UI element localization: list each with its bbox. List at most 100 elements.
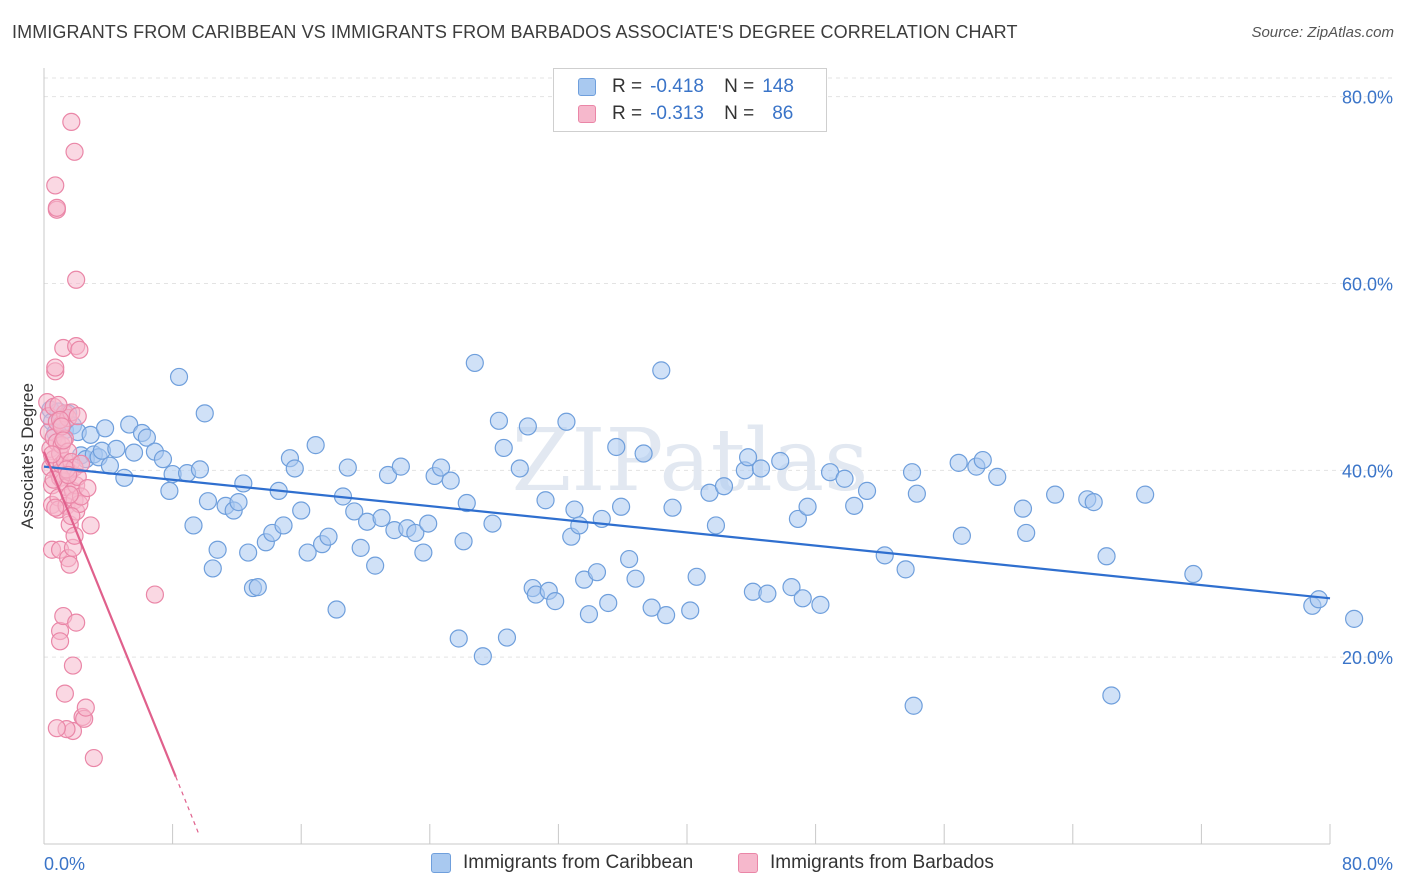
caribbean-point (587, 563, 607, 582)
trend-lines (42, 451, 1331, 834)
caribbean-point (115, 468, 134, 487)
y-tick-label: 40.0% (1342, 461, 1393, 481)
caribbean-point (1309, 590, 1328, 609)
barbados-point (46, 176, 65, 195)
caribbean-point (907, 484, 926, 503)
caribbean-point (419, 514, 438, 533)
caribbean-point (378, 465, 398, 485)
y-axis-title: Associate's Degree (18, 383, 37, 529)
caribbean-point (292, 501, 311, 520)
bottom-legend-barbados: Immigrants from Barbados (738, 852, 994, 874)
caribbean-point (626, 569, 645, 588)
caribbean-point (1017, 523, 1036, 543)
caribbean-point (642, 598, 661, 617)
barbados-point (55, 684, 74, 703)
barbados-point (145, 585, 165, 604)
caribbean-point (510, 459, 529, 478)
caribbean-point (634, 444, 653, 463)
caribbean-point (327, 600, 346, 619)
caribbean-point (190, 460, 210, 479)
barbados-point (70, 340, 89, 359)
caribbean-point (494, 438, 513, 458)
barbados-swatch (578, 105, 596, 123)
caribbean-point (857, 481, 877, 500)
chart-title: IMMIGRANTS FROM CARIBBEAN VS IMMIGRANTS … (12, 22, 1018, 42)
barbados-swatch (738, 853, 758, 873)
barbados-point (46, 498, 65, 517)
barbados-point (47, 198, 66, 217)
caribbean-point (798, 497, 817, 516)
caribbean-point (208, 540, 227, 559)
caribbean-point (306, 436, 325, 455)
caribbean-point (366, 556, 385, 575)
caribbean-point (565, 500, 584, 519)
barbados-point (62, 112, 81, 132)
caribbean-point (607, 437, 626, 457)
caribbean-point (1097, 547, 1116, 566)
caribbean-point (620, 549, 639, 569)
x-tick-label: 0.0% (44, 854, 85, 874)
caribbean-point (120, 415, 139, 434)
caribbean-point (248, 578, 267, 597)
barbados-point (63, 656, 83, 675)
caribbean-point (988, 467, 1007, 486)
caribbean-point (811, 595, 830, 614)
caribbean-point (137, 428, 156, 447)
legend-n-value: 148 (762, 76, 794, 97)
barbados-point (67, 270, 86, 289)
caribbean-point (414, 543, 433, 562)
caribbean-legend-label: Immigrants from Caribbean (463, 852, 694, 873)
caribbean-point (599, 593, 618, 613)
caribbean-point (782, 578, 801, 597)
caribbean-point (579, 605, 599, 624)
barbados-point (67, 613, 86, 632)
caribbean-point (489, 411, 509, 430)
barbados-point (68, 407, 87, 426)
caribbean-point (465, 353, 484, 373)
caribbean-point (896, 560, 915, 579)
caribbean-point (687, 567, 706, 586)
source-label: Source: ZipAtlas.com (1251, 24, 1394, 41)
barbados-point (46, 358, 65, 377)
caribbean-point (557, 412, 576, 431)
caribbean-point (663, 498, 682, 517)
caribbean-point (345, 502, 364, 521)
x-tick-label: 80.0% (1342, 854, 1393, 874)
caribbean-point (751, 459, 771, 478)
caribbean-point (1046, 485, 1065, 504)
barbados-point (49, 395, 68, 415)
barbados-point (59, 465, 78, 485)
caribbean-point (497, 628, 517, 647)
caribbean-point (706, 516, 726, 535)
caribbean-point (793, 589, 812, 608)
caribbean-point (570, 516, 589, 535)
caribbean-point (239, 543, 258, 562)
barbados-point (84, 748, 103, 768)
caribbean-point (845, 496, 864, 515)
caribbean-point (973, 450, 992, 470)
caribbean-point (952, 526, 971, 545)
caribbean-point (203, 559, 222, 578)
caribbean-point (1136, 485, 1155, 504)
caribbean-point (229, 493, 248, 512)
caribbean-point (1013, 499, 1033, 518)
caribbean-trend-line (43, 465, 1331, 600)
caribbean-point (1345, 609, 1364, 628)
barbados-point (81, 516, 100, 535)
caribbean-point (771, 451, 790, 471)
legend-n-label: N = (724, 76, 755, 97)
caribbean-point (546, 592, 565, 611)
legend-r-label: R = (612, 76, 643, 97)
caribbean-point (160, 481, 179, 500)
caribbean-point (298, 543, 317, 562)
caribbean-point (441, 471, 460, 490)
caribbean-point (338, 458, 357, 477)
barbados-point (65, 142, 84, 161)
caribbean-point (319, 527, 338, 546)
barbados-point (54, 431, 73, 450)
barbados-trend-extension (175, 776, 199, 834)
caribbean-point (449, 629, 468, 648)
legend-row-barbados: R = -0.313 N = 86 (578, 102, 793, 126)
caribbean-point (406, 523, 425, 543)
